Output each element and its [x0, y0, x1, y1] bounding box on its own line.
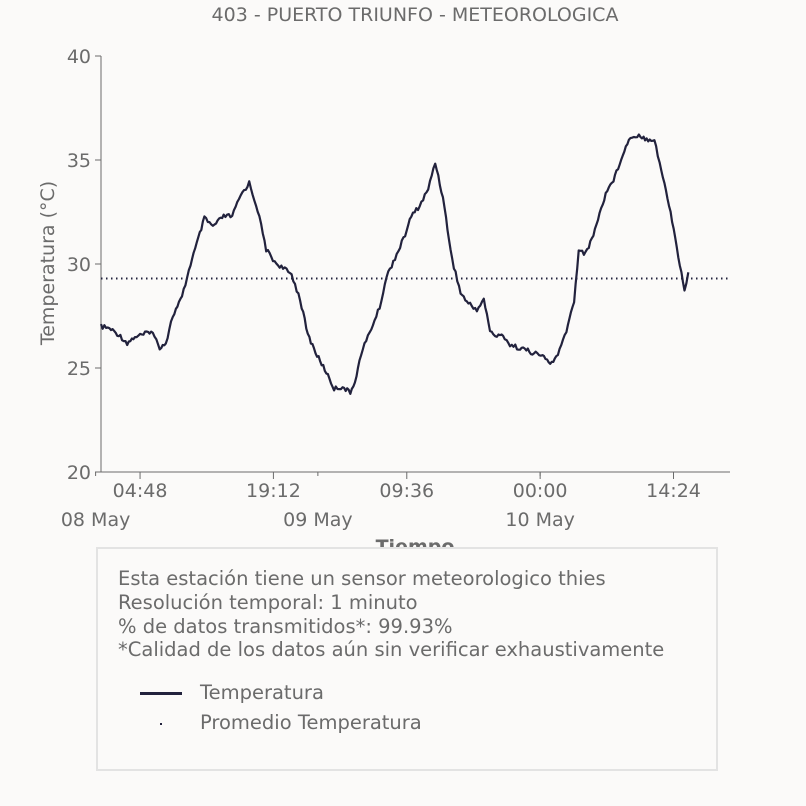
legend-label-temperatura: Temperatura [200, 681, 324, 704]
info-transmitted-text: % de datos transmitidos*: 99.93% [118, 615, 453, 638]
legend-label-promedio: Promedio Temperatura [200, 711, 422, 734]
y-tick-label: 20 [67, 462, 91, 484]
legend-item-promedio: Promedio Temperatura [138, 711, 538, 735]
legend-item-temperatura: Temperatura [138, 681, 538, 705]
x-tick-label-date: 08 May [61, 509, 131, 531]
y-tick-label: 25 [67, 358, 91, 380]
y-tick-label: 35 [67, 150, 91, 172]
x-tick-label-date: 10 May [505, 509, 575, 531]
temperature-line [99, 133, 690, 395]
chart-title: 403 - PUERTO TRIUNFO - METEOROLOGICA [212, 4, 619, 26]
y-axis-label: Temperatura (°C) [37, 181, 59, 346]
legend-dotted-line-icon [160, 723, 162, 725]
temperature-chart: 403 - PUERTO TRIUNFO - METEOROLOGICA Tem… [37, 4, 730, 558]
legend-solid-line-icon [140, 692, 182, 695]
y-tick-label: 40 [67, 46, 91, 68]
y-tick-label: 30 [67, 254, 91, 276]
info-resolution-text: Resolución temporal: 1 minuto [118, 591, 418, 614]
x-tick-label-date: 09 May [283, 509, 353, 531]
info-box: Esta estación tiene un sensor meteorolog… [96, 547, 718, 771]
x-tick-label-time: 14:24 [646, 480, 701, 502]
x-tick-label-time: 19:12 [246, 480, 301, 502]
x-tick-label-time: 04:48 [113, 480, 168, 502]
info-quality-text: *Calidad de los datos aún sin verificar … [118, 638, 665, 661]
info-sensor-text: Esta estación tiene un sensor meteorolog… [118, 567, 606, 590]
x-tick-label-time: 09:36 [379, 480, 434, 502]
x-tick-label-time: 00:00 [513, 480, 568, 502]
